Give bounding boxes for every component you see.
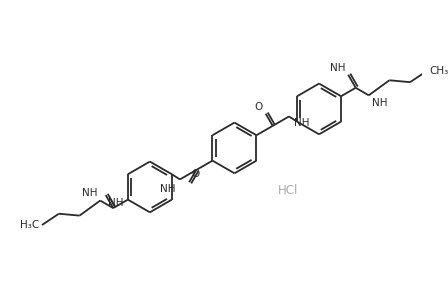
Text: H₃C: H₃C — [20, 220, 39, 230]
Text: NH: NH — [108, 198, 123, 208]
Text: NH: NH — [82, 188, 97, 198]
Text: NH: NH — [330, 63, 345, 73]
Text: NH: NH — [160, 184, 175, 194]
Text: CH₃: CH₃ — [430, 66, 448, 76]
Text: HCl: HCl — [278, 184, 298, 197]
Text: NH: NH — [371, 98, 387, 108]
Text: O: O — [191, 169, 199, 179]
Text: NH: NH — [294, 118, 309, 128]
Text: O: O — [254, 102, 263, 112]
